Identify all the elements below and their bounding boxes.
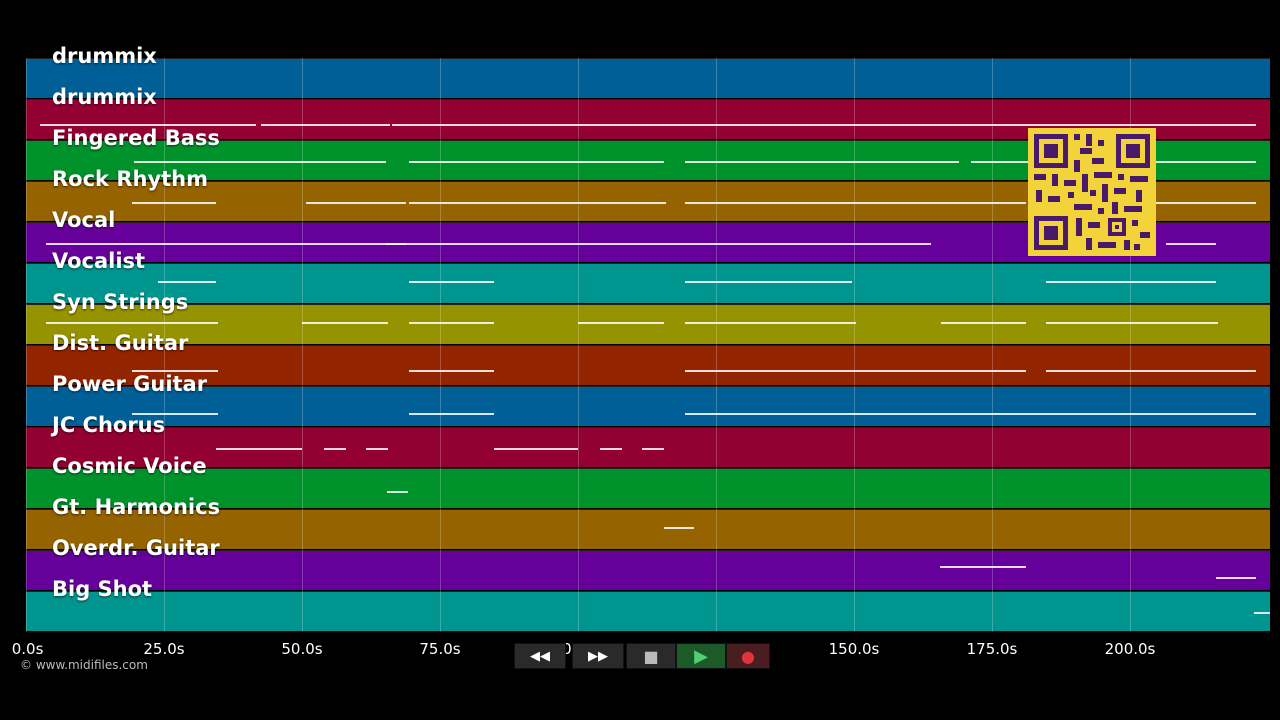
note-segment — [494, 448, 578, 450]
note-segment — [216, 243, 406, 245]
rewind-button[interactable]: ◀◀ — [514, 643, 566, 669]
note-segment — [1166, 243, 1216, 245]
note-segment — [1216, 577, 1256, 579]
time-tick-label: 25.0s — [143, 640, 185, 658]
stop-button[interactable]: ■ — [626, 643, 676, 669]
track-lane — [26, 58, 1270, 98]
note-segment — [1046, 322, 1218, 324]
record-button[interactable]: ● — [726, 643, 770, 669]
track-lane — [26, 304, 1270, 344]
note-segment — [261, 124, 390, 126]
track-label: drummix — [52, 85, 157, 109]
track-label: Dist. Guitar — [52, 331, 189, 355]
grid-line — [164, 58, 165, 632]
copyright-text: © www.midifiles.com — [20, 658, 148, 672]
note-segment — [302, 322, 388, 324]
note-segment — [664, 527, 694, 529]
stop-icon: ■ — [643, 646, 659, 666]
note-segment — [1254, 612, 1270, 614]
note-segment — [685, 322, 856, 324]
play-icon: ▶ — [694, 645, 708, 667]
grid-line — [578, 58, 579, 632]
note-segment — [132, 370, 218, 372]
track-lane — [26, 386, 1270, 426]
track-label: Overdr. Guitar — [52, 536, 220, 560]
note-segment — [409, 370, 494, 372]
note-segment — [578, 322, 664, 324]
note-segment — [40, 124, 256, 126]
track-label: Vocal — [52, 208, 116, 232]
track-label: Cosmic Voice — [52, 454, 207, 478]
note-segment — [132, 202, 216, 204]
note-segment — [306, 202, 406, 204]
note-segment — [392, 124, 616, 126]
grid-line — [1130, 58, 1131, 632]
note-segment — [409, 202, 666, 204]
track-label: Gt. Harmonics — [52, 495, 221, 519]
fast-forward-icon: ▶▶ — [588, 648, 608, 664]
note-segment — [324, 448, 346, 450]
track-label: Syn Strings — [52, 290, 189, 314]
note-segment — [409, 161, 664, 163]
time-tick-label: 0.0s — [11, 640, 44, 658]
track-label: Rock Rhythm — [52, 167, 209, 191]
note-segment — [685, 161, 959, 163]
note-segment — [409, 413, 494, 415]
track-label: Fingered Bass — [52, 126, 220, 150]
note-segment — [616, 124, 1256, 126]
note-segment — [685, 413, 1256, 415]
track-lane — [26, 427, 1270, 467]
note-segment — [642, 448, 664, 450]
note-segment — [1066, 202, 1256, 204]
grid-line — [302, 58, 303, 632]
play-button[interactable]: ▶ — [676, 643, 726, 669]
grid-line — [26, 58, 27, 632]
note-segment — [216, 448, 302, 450]
note-segment — [940, 566, 1026, 568]
note-segment — [600, 448, 622, 450]
time-tick-label: 200.0s — [1104, 640, 1156, 658]
track-lane — [26, 509, 1270, 549]
record-icon: ● — [741, 646, 755, 666]
note-segment — [386, 243, 666, 245]
track-lane — [26, 263, 1270, 303]
track-lane — [26, 345, 1270, 385]
track-label: Power Guitar — [52, 372, 208, 396]
note-segment — [409, 281, 494, 283]
track-lane — [26, 591, 1270, 631]
note-segment — [1046, 370, 1256, 372]
fast-forward-button[interactable]: ▶▶ — [572, 643, 624, 669]
grid-line — [992, 58, 993, 632]
time-tick-label: 50.0s — [281, 640, 323, 658]
time-tick-label: 175.0s — [966, 640, 1018, 658]
grid-line — [440, 58, 441, 632]
note-segment — [1046, 281, 1216, 283]
qr-code — [1028, 128, 1156, 256]
grid-line — [854, 58, 855, 632]
note-segment — [666, 243, 931, 245]
time-tick-label: 150.0s — [828, 640, 880, 658]
note-segment — [132, 413, 218, 415]
note-segment — [409, 322, 494, 324]
track-label: Vocalist — [52, 249, 146, 273]
grid-line — [716, 58, 717, 632]
track-label: Big Shot — [52, 577, 153, 601]
note-segment — [46, 243, 216, 245]
note-segment — [366, 448, 388, 450]
track-label: drummix — [52, 44, 157, 68]
note-segment — [685, 202, 1026, 204]
time-tick-label: 75.0s — [419, 640, 461, 658]
note-segment — [685, 281, 852, 283]
track-lane — [26, 468, 1270, 508]
note-segment — [685, 370, 1026, 372]
note-segment — [134, 161, 386, 163]
track-lane — [26, 550, 1270, 590]
note-segment — [387, 491, 408, 493]
rewind-icon: ◀◀ — [530, 648, 550, 664]
note-segment — [941, 322, 1026, 324]
transport-controls: ◀◀ ▶▶ ■ ▶ ● — [510, 643, 770, 669]
note-segment — [158, 281, 216, 283]
note-segment — [46, 322, 218, 324]
track-label: JC Chorus — [52, 413, 166, 437]
